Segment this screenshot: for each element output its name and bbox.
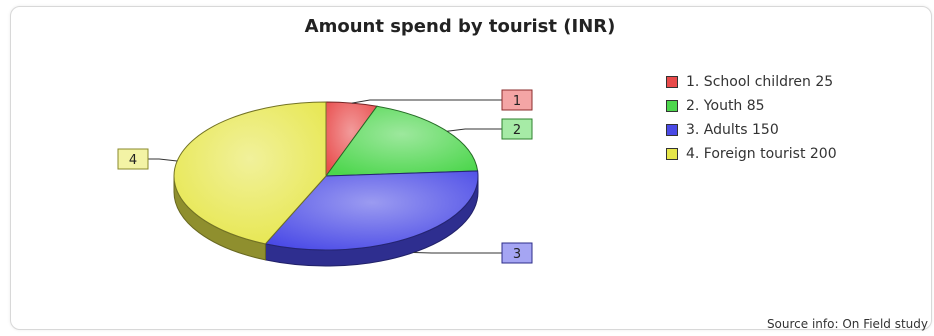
legend-swatch-4 xyxy=(666,148,678,160)
pie-slice-3 xyxy=(264,170,479,251)
callout-line-1 xyxy=(351,99,502,104)
callout-line-4 xyxy=(148,158,178,162)
legend-swatch-3 xyxy=(666,124,678,136)
callout-label-4: 4 xyxy=(129,153,137,168)
legend-item-3: 3. Adults 150 xyxy=(666,118,837,142)
legend-label-1: 1. School children 25 xyxy=(686,74,834,90)
chart-legend: 1. School children 25 2. Youth 85 3. Adult… xyxy=(666,70,837,166)
callout-label-2: 2 xyxy=(513,123,521,138)
legend-item-2: 2. Youth 85 xyxy=(666,94,837,118)
chart-title: Amount spend by tourist (INR) xyxy=(304,16,616,37)
callout-label-1: 1 xyxy=(513,94,521,109)
callout-box-2 xyxy=(501,118,533,140)
legend-label-3: 3. Adults 150 xyxy=(686,122,779,138)
callout-line-3 xyxy=(413,251,502,254)
legend-label-2: 2. Youth 85 xyxy=(686,98,765,114)
callout-box-4 xyxy=(117,148,149,170)
callout-label-3: 3 xyxy=(513,247,521,262)
legend-swatch-2 xyxy=(666,100,678,112)
legend-label-4: 4. Foreign tourist 200 xyxy=(686,146,837,162)
callout-box-3 xyxy=(501,242,533,264)
legend-swatch-1 xyxy=(666,76,678,88)
legend-item-1: 1. School children 25 xyxy=(666,70,837,94)
source-note: Source info: On Field study xyxy=(766,317,928,331)
legend-item-4: 4. Foreign tourist 200 xyxy=(666,142,837,166)
pie-slice-4 xyxy=(173,101,327,245)
callout-box-1 xyxy=(501,89,533,111)
callout-line-2 xyxy=(447,128,502,132)
